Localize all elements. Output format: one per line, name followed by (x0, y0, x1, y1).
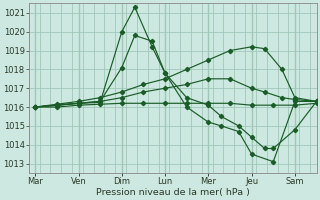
X-axis label: Pression niveau de la mer( hPa ): Pression niveau de la mer( hPa ) (96, 188, 250, 197)
